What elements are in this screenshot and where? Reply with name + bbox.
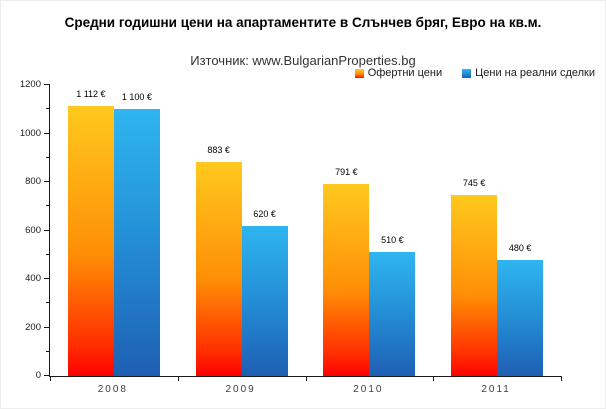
bar-value-label: 883 € [207, 144, 230, 155]
legend-label-deals: Цени на реални сделки [475, 67, 595, 79]
bar-offer-2008: 1 112 € [67, 89, 114, 376]
chart-title: Средни годишни цени на апартаментите в С… [44, 13, 562, 33]
x-category-label: 2010 [353, 384, 384, 395]
chart-title-text: Средни годишни цени на апартаментите в С… [64, 15, 542, 30]
y-minor-tick [46, 156, 50, 158]
y-major-tick [44, 229, 50, 231]
x-axis-tick [561, 376, 562, 381]
bar-deals-2010: 510 € [369, 235, 416, 376]
y-axis-labels: 0 200 400 600 800 1000 1200 [1, 79, 41, 381]
x-axis-tick [433, 376, 435, 381]
legend-item-offer: Офертни цени [354, 67, 443, 79]
bar-value-label: 745 € [462, 178, 486, 189]
bar-deals-2008: 1 100 € [113, 92, 160, 376]
bar-value-label: 510 € [381, 235, 404, 246]
x-axis-tick [305, 376, 307, 381]
category-slot-2009: 883 € 620 € [178, 85, 306, 376]
y-minor-tick [46, 350, 50, 352]
category-slot-2011: 745 € 480 € [433, 85, 561, 376]
y-major-tick [44, 375, 50, 376]
plot-area: 1 112 € 1 100 € 883 € 620 € 791 € 510 € 745 € 4… [44, 84, 562, 381]
y-major-tick [44, 278, 50, 279]
bar-offer-2011: 745 € [451, 178, 498, 376]
bar-value-label: 620 € [253, 208, 276, 219]
bar-value-label: 1 112 € [76, 89, 106, 100]
category-slot-2010: 791 € 510 € [306, 85, 434, 376]
bar-deals-2011: 480 € [497, 243, 544, 376]
chart-source: Източник: www.BulgarianProperties.bg [190, 53, 416, 68]
x-category-label: 2009 [225, 384, 256, 395]
y-minor-tick [46, 253, 50, 255]
bar-value-label: 480 € [508, 242, 532, 253]
y-tick-label: 600 [25, 224, 41, 236]
x-axis-tick [177, 376, 179, 381]
legend-label-offer: Офертни цени [367, 67, 443, 79]
legend: Офертни цени Цени на реални сделки [354, 67, 595, 79]
y-minor-tick [46, 108, 50, 110]
y-major-tick [44, 326, 50, 328]
y-major-tick [44, 84, 50, 85]
y-tick-label: 200 [25, 321, 41, 333]
bar-value-label: 1 100 € [121, 92, 152, 103]
x-category-label: 2011 [481, 384, 511, 395]
y-tick-label: 1200 [19, 79, 41, 90]
x-category-label: 2008 [97, 384, 128, 395]
y-tick-label: 400 [25, 273, 41, 285]
y-tick-label: 800 [25, 176, 41, 188]
bar-offer-2009: 883 € [195, 145, 242, 376]
y-tick-label: 0 [35, 370, 41, 381]
y-minor-tick [46, 205, 50, 207]
y-minor-tick [46, 302, 50, 304]
legend-swatch-deals-icon [462, 68, 472, 78]
legend-item-deals: Цени на реални сделки [462, 67, 595, 79]
category-slot-2008: 1 112 € 1 100 € [50, 85, 178, 376]
bar-offer-2010: 791 € [323, 167, 370, 376]
y-major-tick [44, 181, 50, 182]
y-major-tick [44, 132, 50, 134]
y-tick-label: 1000 [19, 127, 41, 139]
x-axis-tick [50, 376, 51, 381]
bar-deals-2009: 620 € [241, 209, 288, 376]
bar-value-label: 791 € [335, 167, 358, 178]
legend-swatch-offer-icon [354, 68, 364, 78]
x-axis-labels: 2008 2009 2010 2011 [49, 380, 560, 400]
